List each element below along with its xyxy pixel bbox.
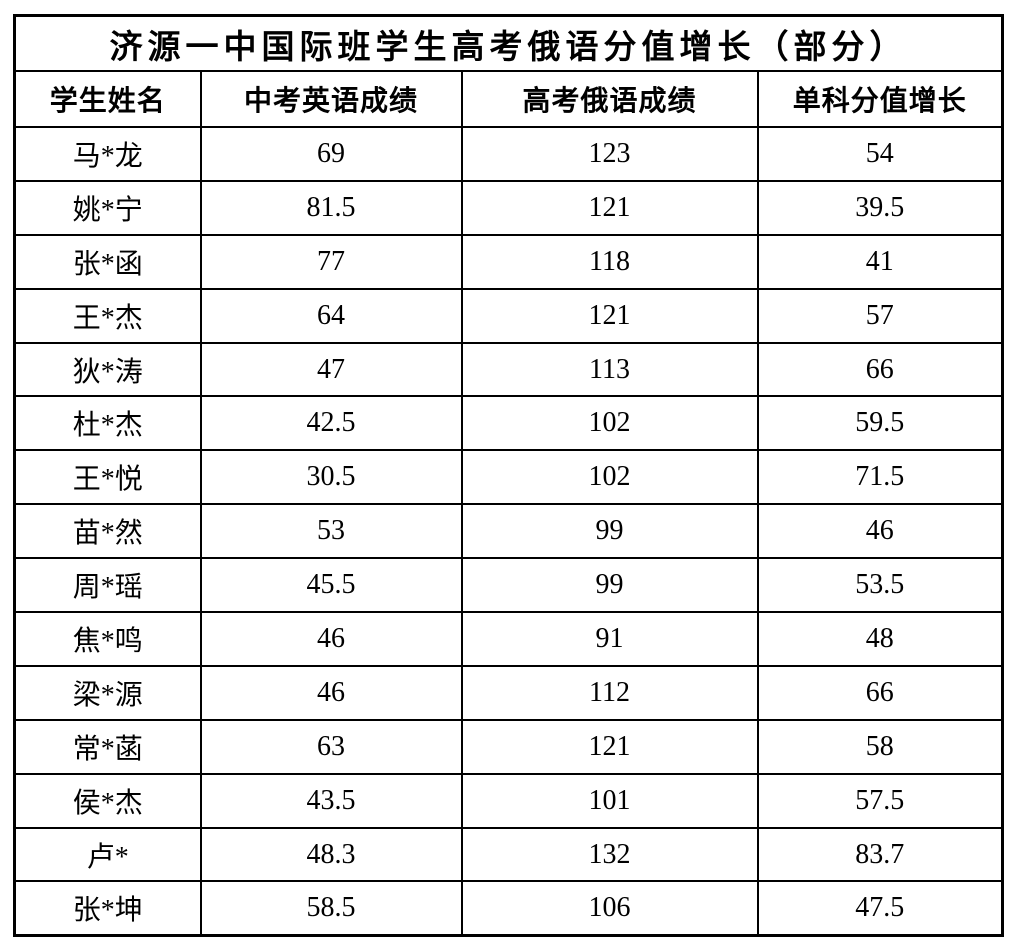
student-name-cell: 狄*涛 <box>13 341 202 398</box>
gaokao-russian-cell: 121 <box>460 718 759 775</box>
growth-cell: 66 <box>756 664 1004 721</box>
gaokao-russian-cell: 112 <box>460 664 759 721</box>
student-name-cell: 侯*杰 <box>13 772 202 829</box>
student-name-cell: 常*菡 <box>13 718 202 775</box>
mid-english-cell: 53 <box>199 503 463 560</box>
growth-cell: 46 <box>756 503 1004 560</box>
student-name-cell: 梁*源 <box>13 664 202 721</box>
mid-english-cell: 42.5 <box>199 395 463 452</box>
mid-english-cell: 43.5 <box>199 772 463 829</box>
gaokao-russian-cell: 132 <box>460 826 759 883</box>
gaokao-russian-cell: 91 <box>460 611 759 667</box>
growth-cell: 83.7 <box>756 826 1004 883</box>
table-row: 马*龙 69 123 54 <box>13 126 1004 182</box>
growth-cell: 47.5 <box>756 880 1004 937</box>
mid-english-cell: 30.5 <box>199 449 463 506</box>
growth-cell: 39.5 <box>756 179 1004 236</box>
mid-english-cell: 46 <box>199 611 463 667</box>
gaokao-russian-cell: 113 <box>460 341 759 398</box>
score-table: 济源一中国际班学生高考俄语分值增长（部分） 学生姓名 中考英语成绩 高考俄语成绩… <box>13 14 1004 937</box>
table-row: 杜*杰 42.5 102 59.5 <box>13 395 1004 452</box>
student-name-cell: 张*函 <box>13 233 202 290</box>
gaokao-russian-cell: 102 <box>460 395 759 452</box>
student-name-cell: 杜*杰 <box>13 395 202 452</box>
table-row: 梁*源 46 112 66 <box>13 664 1004 721</box>
student-name-cell: 卢* <box>13 826 202 883</box>
table-row: 苗*然 53 99 46 <box>13 503 1004 560</box>
gaokao-russian-cell: 106 <box>460 880 759 937</box>
table-row: 卢* 48.3 132 83.7 <box>13 826 1004 883</box>
gaokao-russian-cell: 121 <box>460 179 759 236</box>
growth-cell: 53.5 <box>756 557 1004 614</box>
student-name-cell: 王*悦 <box>13 449 202 506</box>
col-header-mid-english: 中考英语成绩 <box>199 70 463 128</box>
gaokao-russian-cell: 99 <box>460 503 759 560</box>
mid-english-cell: 63 <box>199 718 463 775</box>
student-name-cell: 姚*宁 <box>13 179 202 236</box>
growth-cell: 71.5 <box>756 449 1004 506</box>
growth-cell: 48 <box>756 611 1004 667</box>
table-row: 张*函 77 118 41 <box>13 233 1004 290</box>
table-row: 周*瑶 45.5 99 53.5 <box>13 557 1004 614</box>
table-row: 狄*涛 47 113 66 <box>13 341 1004 398</box>
mid-english-cell: 77 <box>199 233 463 290</box>
col-header-gaokao-russian: 高考俄语成绩 <box>460 70 759 128</box>
table-row: 常*菡 63 121 58 <box>13 718 1004 775</box>
gaokao-russian-cell: 102 <box>460 449 759 506</box>
table-row: 张*坤 58.5 106 47.5 <box>13 880 1004 937</box>
page: 济源一中国际班学生高考俄语分值增长（部分） 学生姓名 中考英语成绩 高考俄语成绩… <box>13 14 1004 937</box>
student-name-cell: 王*杰 <box>13 287 202 344</box>
growth-cell: 59.5 <box>756 395 1004 452</box>
student-name-cell: 周*瑶 <box>13 557 202 614</box>
table-header-row: 学生姓名 中考英语成绩 高考俄语成绩 单科分值增长 <box>13 70 1004 128</box>
gaokao-russian-cell: 99 <box>460 557 759 614</box>
student-name-cell: 苗*然 <box>13 503 202 560</box>
mid-english-cell: 47 <box>199 341 463 398</box>
col-header-growth: 单科分值增长 <box>756 70 1004 128</box>
mid-english-cell: 64 <box>199 287 463 344</box>
col-header-student-name: 学生姓名 <box>13 70 202 128</box>
table-title: 济源一中国际班学生高考俄语分值增长（部分） <box>13 14 1004 72</box>
growth-cell: 57 <box>756 287 1004 344</box>
mid-english-cell: 45.5 <box>199 557 463 614</box>
gaokao-russian-cell: 118 <box>460 233 759 290</box>
gaokao-russian-cell: 121 <box>460 287 759 344</box>
growth-cell: 66 <box>756 341 1004 398</box>
growth-cell: 58 <box>756 718 1004 775</box>
table-row: 王*杰 64 121 57 <box>13 287 1004 344</box>
student-name-cell: 焦*鸣 <box>13 611 202 667</box>
growth-cell: 41 <box>756 233 1004 290</box>
table-title-row: 济源一中国际班学生高考俄语分值增长（部分） <box>13 14 1004 72</box>
student-name-cell: 马*龙 <box>13 126 202 182</box>
growth-cell: 57.5 <box>756 772 1004 829</box>
gaokao-russian-cell: 101 <box>460 772 759 829</box>
table-row: 侯*杰 43.5 101 57.5 <box>13 772 1004 829</box>
mid-english-cell: 69 <box>199 126 463 182</box>
mid-english-cell: 48.3 <box>199 826 463 883</box>
gaokao-russian-cell: 123 <box>460 126 759 182</box>
mid-english-cell: 81.5 <box>199 179 463 236</box>
table-row: 王*悦 30.5 102 71.5 <box>13 449 1004 506</box>
mid-english-cell: 46 <box>199 664 463 721</box>
student-name-cell: 张*坤 <box>13 880 202 937</box>
table-row: 姚*宁 81.5 121 39.5 <box>13 179 1004 236</box>
growth-cell: 54 <box>756 126 1004 182</box>
mid-english-cell: 58.5 <box>199 880 463 937</box>
table-row: 焦*鸣 46 91 48 <box>13 611 1004 667</box>
